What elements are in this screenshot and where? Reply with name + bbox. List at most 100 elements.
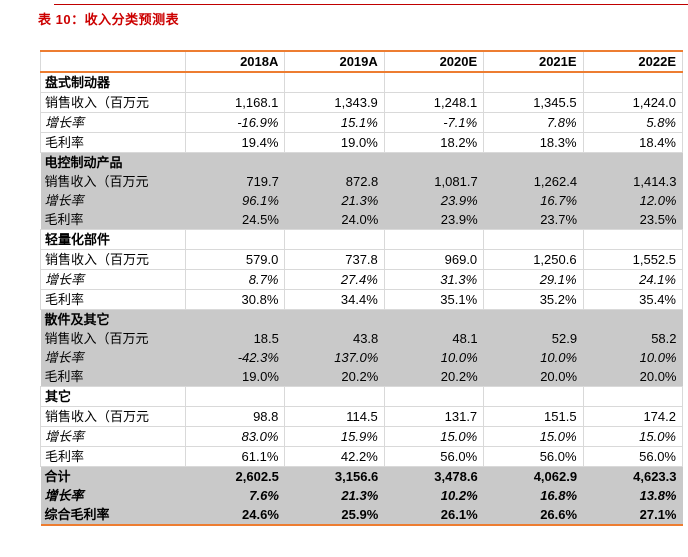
section-4-revenue-2019A: 114.5 (284, 406, 385, 427)
section-1-margin-2022E: 23.5% (583, 210, 683, 230)
summary-row-1-2019A: 21.3% (284, 486, 385, 505)
section-4-revenue-2022E: 174.2 (582, 406, 684, 427)
summary-row-0-label: 合计 (40, 466, 186, 486)
summary-row-2-2021E: 26.6% (483, 505, 584, 525)
section-2-margin-label: 毛利率 (40, 289, 186, 310)
page-top-rule (54, 4, 688, 5)
section-2-name-label: 轻量化部件 (40, 229, 186, 250)
section-2-name-2022E (582, 229, 684, 250)
section-4-margin-2021E: 56.0% (483, 446, 584, 467)
section-2-growth-2020E: 31.3% (383, 269, 485, 290)
section-2-revenue-2018A: 579.0 (184, 249, 286, 270)
section-3-revenue: 销售收入（百万元 18.5 43.8 48.1 52.9 58.2 (40, 329, 683, 348)
summary-row-1-label: 增长率 (40, 486, 186, 505)
section-4-margin-2020E: 56.0% (383, 446, 485, 467)
section-4-margin-label: 毛利率 (40, 446, 186, 467)
section-1-margin-2020E: 23.9% (384, 210, 484, 230)
summary-row-2-2019A: 25.9% (284, 505, 385, 525)
section-0-margin-2018A: 19.4% (184, 132, 286, 153)
summary-row-2-2022E: 27.1% (583, 505, 683, 525)
section-4-name-2022E (582, 386, 684, 407)
section-4-name: 其它 (40, 386, 684, 407)
section-3-name-2020E (384, 309, 484, 329)
section-2-margin-2022E: 35.4% (582, 289, 684, 310)
section-0-revenue-label: 销售收入（百万元 (40, 92, 186, 113)
section-2-margin-2018A: 30.8% (184, 289, 286, 310)
section-4-growth-label: 增长率 (40, 426, 186, 447)
section-1-name-2021E (483, 152, 584, 172)
section-0-revenue-2019A: 1,343.9 (284, 92, 385, 113)
section-2-growth-label: 增长率 (40, 269, 186, 290)
section-0-growth-2020E: -7.1% (383, 112, 485, 133)
section-3-revenue-2022E: 58.2 (583, 329, 683, 348)
section-0-revenue-2018A: 1,168.1 (184, 92, 286, 113)
column-header-2020E: 2020E (383, 51, 485, 72)
column-header-2022E: 2022E (582, 51, 684, 72)
section-3-margin-2018A: 19.0% (185, 367, 285, 387)
section-0-name-2021E (483, 71, 584, 93)
section-1-margin-2018A: 24.5% (185, 210, 285, 230)
summary-row-0-2020E: 3,478.6 (384, 466, 484, 486)
section-2-growth-2022E: 24.1% (582, 269, 684, 290)
section-4-revenue-2020E: 131.7 (383, 406, 485, 427)
section-2-name-2021E (483, 229, 584, 250)
section-4-growth-2018A: 83.0% (184, 426, 286, 447)
section-2-growth-2018A: 8.7% (184, 269, 286, 290)
section-3-revenue-label: 销售收入（百万元 (40, 329, 186, 348)
summary-row-1-2022E: 13.8% (583, 486, 683, 505)
section-3-revenue-2018A: 18.5 (185, 329, 285, 348)
header-row: 2018A 2019A 2020E 2021E 2022E (40, 51, 684, 72)
section-3-margin-label: 毛利率 (40, 367, 186, 387)
column-header-2019A: 2019A (284, 51, 385, 72)
section-3-margin-2022E: 20.0% (583, 367, 683, 387)
section-2-margin: 毛利率 30.8% 34.4% 35.1% 35.2% 35.4% (40, 289, 684, 310)
section-1-margin: 毛利率 24.5% 24.0% 23.9% 23.7% 23.5% (40, 210, 683, 230)
section-4-name-2020E (383, 386, 485, 407)
section-4-margin: 毛利率 61.1% 42.2% 56.0% 56.0% 56.0% (40, 446, 684, 467)
section-2-name-2019A (284, 229, 385, 250)
section-3-name-2022E (583, 309, 683, 329)
section-1-growth: 增长率 96.1% 21.3% 23.9% 16.7% 12.0% (40, 191, 683, 210)
section-4-name-label: 其它 (40, 386, 186, 407)
section-3-margin: 毛利率 19.0% 20.2% 20.2% 20.0% 20.0% (40, 367, 683, 387)
section-0-margin-2020E: 18.2% (383, 132, 485, 153)
section-3-name-label: 散件及其它 (40, 309, 186, 329)
section-1-revenue-2018A: 719.7 (185, 172, 285, 191)
section-1-name-2019A (284, 152, 385, 172)
section-1-revenue-2020E: 1,081.7 (384, 172, 484, 191)
section-2-margin-2021E: 35.2% (483, 289, 584, 310)
section-2-growth: 增长率 8.7% 27.4% 31.3% 29.1% 24.1% (40, 269, 684, 290)
revenue-forecast-table: 2018A 2019A 2020E 2021E 2022E 盘式制动器 销售收入（百万元 1… (40, 50, 684, 526)
summary-row-2-2018A: 24.6% (185, 505, 285, 525)
table-body: 盘式制动器 销售收入（百万元 1,168.1 1,343.9 1,248.1 1,345.… (40, 71, 684, 525)
section-2-revenue-2019A: 737.8 (284, 249, 385, 270)
section-0-margin-2022E: 18.4% (582, 132, 684, 153)
section-4-name-2019A (284, 386, 385, 407)
section-1-margin-2021E: 23.7% (483, 210, 584, 230)
section-3-growth: 增长率 -42.3% 137.0% 10.0% 10.0% 10.0% (40, 348, 683, 367)
summary-row-1-2020E: 10.2% (384, 486, 484, 505)
section-1-growth-2022E: 12.0% (583, 191, 683, 210)
column-header-empty (40, 51, 186, 72)
section-1-name-2020E (384, 152, 484, 172)
section-4-name-2021E (483, 386, 584, 407)
summary-row-1-2018A: 7.6% (185, 486, 285, 505)
summary-row-2: 综合毛利率 24.6% 25.9% 26.1% 26.6% 27.1% (40, 505, 683, 525)
section-3-margin-2019A: 20.2% (284, 367, 385, 387)
section-4-revenue-2021E: 151.5 (483, 406, 584, 427)
section-3-revenue-2019A: 43.8 (284, 329, 385, 348)
section-3-name: 散件及其它 (40, 309, 683, 329)
section-2-growth-2021E: 29.1% (483, 269, 584, 290)
section-1-revenue-2021E: 1,262.4 (483, 172, 584, 191)
table-header: 2018A 2019A 2020E 2021E 2022E (40, 51, 684, 72)
section-0-name: 盘式制动器 (40, 71, 684, 93)
section-4-margin-2022E: 56.0% (582, 446, 684, 467)
summary-row-1-2021E: 16.8% (483, 486, 584, 505)
section-4-growth: 增长率 83.0% 15.9% 15.0% 15.0% 15.0% (40, 426, 684, 447)
section-1-growth-2020E: 23.9% (384, 191, 484, 210)
section-0-revenue-2022E: 1,424.0 (582, 92, 684, 113)
section-1-growth-2019A: 21.3% (284, 191, 385, 210)
summary-row-0-2019A: 3,156.6 (284, 466, 385, 486)
section-0-name-label: 盘式制动器 (40, 71, 186, 93)
section-3-margin-2020E: 20.2% (384, 367, 484, 387)
